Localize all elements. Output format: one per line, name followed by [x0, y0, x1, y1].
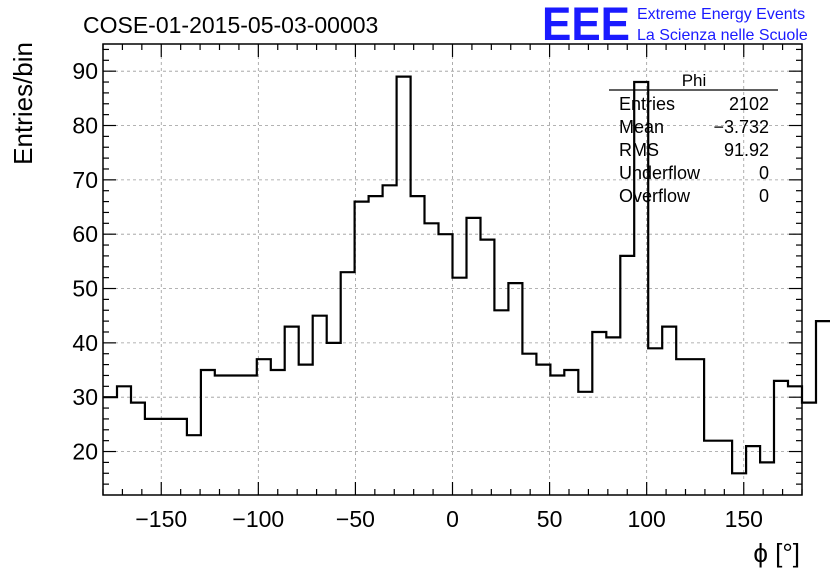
histogram-bin: 43	[285, 327, 299, 495]
histogram-bin: 59	[480, 240, 494, 495]
histogram-bin: 35	[271, 370, 285, 495]
y-tick-label: 90	[72, 58, 98, 84]
histogram-bin: 30	[103, 397, 117, 495]
histogram-bin: 44	[816, 321, 830, 495]
stats-label-underflow: Underflow	[619, 163, 701, 183]
histogram-outline	[103, 75, 830, 475]
x-tick-label: 50	[537, 506, 563, 532]
y-tick-label: 50	[72, 276, 98, 302]
histogram-bin: 37	[257, 359, 271, 495]
histogram-bin: 33	[774, 381, 788, 495]
y-tick-label: 30	[72, 384, 98, 410]
x-tick-label: −50	[336, 506, 375, 532]
x-tick-label: 100	[627, 506, 665, 532]
stats-value-underflow: 0	[759, 163, 769, 183]
axis-ticks	[102, 44, 803, 495]
histogram-bin: 56	[620, 256, 634, 495]
histogram-bin: 35	[201, 370, 215, 495]
histogram-bin: 40	[327, 343, 341, 495]
stats-value-overflow: 0	[759, 186, 769, 206]
histogram-bin: 60	[439, 234, 453, 495]
histogram-bin: 69	[383, 185, 397, 495]
histogram-bin: 22	[704, 441, 718, 495]
x-axis-label: ϕ [°]	[753, 538, 800, 568]
histogram-bin: 34	[550, 375, 564, 495]
histogram-bin: 36	[299, 365, 313, 495]
stats-label-overflow: Overflow	[619, 186, 691, 206]
histogram-bin: 34	[215, 375, 229, 495]
histogram-bin: 29	[802, 403, 816, 495]
histogram-bin: 63	[466, 218, 480, 495]
histogram-bin: 18	[760, 462, 774, 495]
y-tick-label: 20	[72, 439, 98, 465]
histogram-series: 3032292626262335343434373543364540536667…	[103, 75, 830, 495]
stats-value-entries: 2102	[729, 94, 769, 114]
histogram-bin: 39	[648, 348, 662, 495]
histogram-bin: 32	[117, 386, 131, 495]
histogram-bin: 38	[522, 354, 536, 495]
chart-title: COSE-01-2015-05-03-00003	[83, 12, 378, 38]
y-tick-label: 60	[72, 221, 98, 247]
histogram-bin: 67	[369, 196, 383, 495]
histogram-bin: 46	[494, 310, 508, 495]
histogram-bin: 31	[578, 392, 592, 495]
histogram-bin: 37	[690, 359, 704, 495]
histogram-bin: 41	[606, 337, 620, 495]
eee-logo-mark: EEE	[542, 0, 630, 50]
histogram-bin: 66	[355, 202, 369, 495]
logo-line-2: La Scienza nelle Scuole	[637, 27, 808, 44]
stats-title: Phi	[682, 71, 707, 90]
histogram-bin: 34	[229, 375, 243, 495]
x-tick-label: −150	[135, 506, 187, 532]
histogram-bin: 43	[662, 327, 676, 495]
histogram-bin: 52	[453, 278, 467, 495]
y-tick-label: 80	[72, 113, 98, 139]
x-tick-label: 0	[446, 506, 459, 532]
histogram-bin: 21	[746, 446, 760, 495]
histogram-bin: 22	[718, 441, 732, 495]
histogram-bin: 51	[508, 283, 522, 495]
histogram-bin: 23	[187, 435, 201, 495]
logo-line-1: Extreme Energy Events	[637, 6, 805, 23]
y-axis-label: Entries/bin	[8, 42, 38, 165]
histogram-bin: 26	[145, 419, 159, 495]
histogram-bin: 45	[313, 316, 327, 495]
histogram-bin: 37	[676, 359, 690, 495]
x-tick-label: 150	[725, 506, 763, 532]
stats-label-mean: Mean	[619, 117, 664, 137]
stats-value-rms: 91.92	[724, 140, 769, 160]
stats-label-rms: RMS	[619, 140, 659, 160]
stats-box: Phi Entries 2102 Mean −3.732 RMS 91.92 U…	[609, 71, 778, 206]
histogram-bin: 36	[536, 365, 550, 495]
histogram-bin: 29	[131, 403, 145, 495]
histogram-bin: 62	[425, 223, 439, 495]
histogram-bin: 42	[592, 332, 606, 495]
histogram-bin: 26	[173, 419, 187, 495]
histogram-bin: 53	[341, 272, 355, 495]
histogram-bin: 89	[397, 77, 411, 495]
y-tick-label: 70	[72, 167, 98, 193]
histogram-bin: 67	[411, 196, 425, 495]
stats-value-mean: −3.732	[713, 117, 769, 137]
stats-label-entries: Entries	[619, 94, 675, 114]
x-tick-label: −100	[232, 506, 284, 532]
histogram-bin: 35	[564, 370, 578, 495]
eee-logo: EEE Extreme Energy Events La Scienza nel…	[542, 0, 808, 50]
histogram-bin: 34	[243, 375, 257, 495]
y-tick-label: 40	[72, 330, 98, 356]
